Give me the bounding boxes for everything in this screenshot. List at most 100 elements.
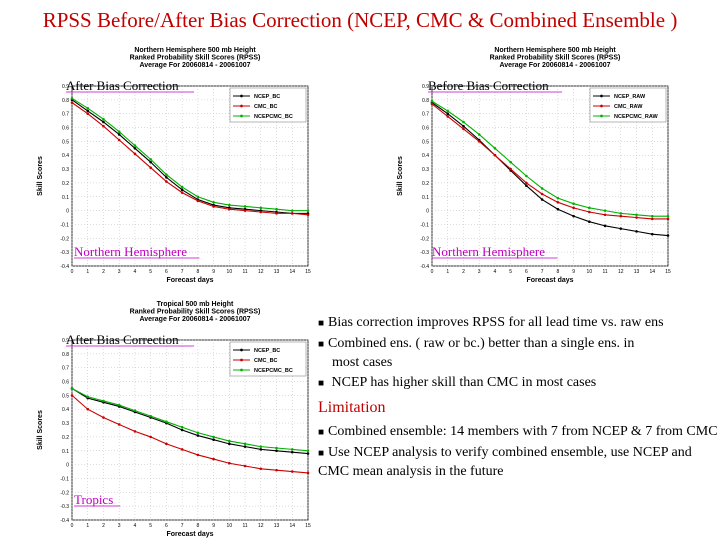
x-tick-label: 15 bbox=[665, 269, 671, 275]
y-tick-label: 0.4 bbox=[62, 407, 69, 413]
y-tick-label: -0.1 bbox=[60, 476, 69, 482]
legend-marker bbox=[600, 104, 603, 108]
data-point bbox=[306, 449, 310, 453]
chart-header-line: Average For 20060814 - 20061007 bbox=[139, 62, 250, 69]
y-tick-label: 0.7 bbox=[62, 112, 69, 118]
data-point bbox=[228, 203, 231, 207]
data-point bbox=[493, 147, 497, 150]
data-point bbox=[259, 206, 263, 210]
data-point bbox=[133, 152, 137, 156]
legend-label: NCEPCMC_BC bbox=[254, 368, 293, 374]
y-tick-label: 0.8 bbox=[422, 98, 429, 104]
y-tick-label: 0.8 bbox=[62, 98, 69, 104]
x-tick-label: 14 bbox=[289, 523, 295, 529]
y-tick-label: -0.4 bbox=[60, 518, 69, 524]
data-point bbox=[180, 425, 184, 429]
data-point bbox=[196, 434, 200, 437]
data-point bbox=[666, 234, 670, 237]
y-tick-label: 0.7 bbox=[422, 112, 429, 118]
series-line-cmc_bc bbox=[71, 102, 309, 216]
data-point bbox=[446, 109, 450, 113]
data-point bbox=[165, 173, 168, 176]
chart-nh-after: Northern Hemisphere 500 mb Height Ranked … bbox=[30, 44, 320, 289]
data-point bbox=[588, 206, 591, 210]
limitation-heading: Limitation bbox=[318, 399, 386, 416]
data-point bbox=[86, 407, 90, 411]
data-point bbox=[212, 457, 215, 461]
y-tick-label: 0.8 bbox=[62, 352, 69, 358]
data-point bbox=[477, 140, 481, 143]
series-line-ncep_raw bbox=[431, 102, 669, 237]
x-tick-label: 9 bbox=[212, 269, 215, 275]
x-tick-label: 15 bbox=[305, 269, 311, 275]
data-point bbox=[165, 180, 168, 183]
legend-marker bbox=[240, 94, 243, 98]
chart-header-line: Northern Hemisphere 500 mb Height bbox=[494, 47, 616, 54]
data-point bbox=[650, 214, 654, 218]
legend-marker bbox=[240, 368, 243, 372]
x-tick-label: 1 bbox=[86, 269, 89, 275]
data-point bbox=[588, 220, 591, 223]
y-tick-label: 0.5 bbox=[62, 393, 69, 399]
x-tick-label: 10 bbox=[587, 269, 593, 275]
data-point bbox=[243, 442, 247, 446]
series-line-cmc_bc bbox=[71, 394, 309, 474]
chart-header-line: Ranked Probability Skill Scores (RPSS) bbox=[490, 55, 621, 62]
y-tick-label: -0.2 bbox=[60, 236, 69, 242]
x-tick-label: 8 bbox=[196, 269, 199, 275]
x-tick-label: 11 bbox=[602, 269, 607, 275]
data-point bbox=[462, 124, 465, 128]
data-point bbox=[306, 209, 310, 212]
x-tick-label: 6 bbox=[165, 269, 168, 275]
data-point bbox=[275, 449, 278, 453]
x-tick-label: 9 bbox=[212, 523, 215, 529]
chart-header-line: Northern Hemisphere 500 mb Height bbox=[134, 47, 256, 54]
y-tick-label: -0.3 bbox=[420, 250, 429, 256]
page-title: RPSS Before/After Bias Correction (NCEP,… bbox=[42, 8, 678, 32]
data-point bbox=[666, 214, 670, 218]
x-tick-label: 11 bbox=[242, 523, 247, 529]
data-point bbox=[149, 160, 152, 164]
data-point bbox=[243, 464, 247, 468]
y-tick-label: 0.1 bbox=[422, 195, 429, 201]
y-tick-label: 0.3 bbox=[422, 167, 429, 173]
legend-marker bbox=[600, 94, 603, 98]
data-point bbox=[196, 195, 200, 199]
data-point bbox=[275, 212, 278, 215]
y-tick-label: 0.9 bbox=[422, 84, 429, 90]
data-point bbox=[290, 450, 294, 454]
x-tick-label: 4 bbox=[134, 523, 137, 529]
chart-header-line: Ranked Probability Skill Scores (RPSS) bbox=[130, 55, 261, 62]
data-point bbox=[603, 209, 607, 212]
data-point bbox=[619, 214, 623, 218]
x-tick-label: 8 bbox=[196, 523, 199, 529]
data-point bbox=[70, 101, 74, 104]
x-tick-label: 14 bbox=[649, 269, 655, 275]
y-axis-label: Skill Scores bbox=[37, 410, 44, 450]
data-point bbox=[86, 106, 90, 110]
data-point bbox=[196, 431, 200, 435]
x-tick-label: 13 bbox=[274, 523, 280, 529]
data-point bbox=[86, 112, 90, 115]
legend-marker bbox=[240, 358, 243, 362]
chart-header-line: Average For 20060814 - 20061007 bbox=[499, 62, 610, 69]
overlay-label: After Bias Correction bbox=[66, 78, 179, 93]
chart-nh-after-svg: Northern Hemisphere 500 mb HeightRanked … bbox=[37, 47, 311, 284]
data-point bbox=[556, 196, 560, 200]
data-point bbox=[650, 217, 654, 221]
x-tick-label: 1 bbox=[446, 269, 449, 275]
data-point bbox=[572, 214, 575, 218]
data-point bbox=[228, 461, 231, 465]
x-tick-label: 12 bbox=[618, 269, 624, 275]
y-tick-label: 0.9 bbox=[62, 84, 69, 90]
x-tick-label: 8 bbox=[556, 269, 559, 275]
data-point bbox=[165, 442, 168, 446]
x-tick-label: 5 bbox=[509, 269, 512, 275]
limitation-item: ■ Use NCEP analysis to verify combined en… bbox=[318, 445, 692, 479]
x-tick-label: 5 bbox=[149, 523, 152, 529]
bullet-item: ■ Combined ens. ( raw or bc.) better than… bbox=[318, 336, 635, 370]
y-tick-label: 0.4 bbox=[422, 153, 429, 159]
chart-header-line: Tropical 500 mb Height bbox=[157, 301, 234, 308]
data-point bbox=[165, 420, 168, 423]
data-point bbox=[259, 467, 263, 471]
